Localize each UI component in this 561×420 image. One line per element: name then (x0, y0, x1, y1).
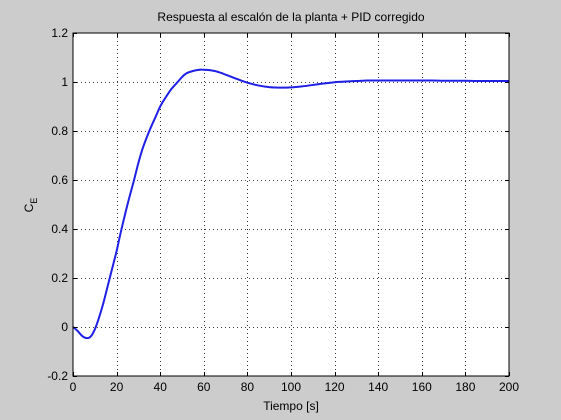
series-group (72, 68, 509, 340)
grid-lines (73, 33, 509, 376)
y-tick-label: -0.2 (47, 369, 68, 383)
y-tick-label: 0.2 (51, 271, 68, 285)
tick-marks (73, 33, 510, 377)
x-tick-label: 140 (368, 380, 388, 394)
plot-axes: 0 20 40 60 80 100 120 140 160 180 200 -0.200.20.40… (47, 26, 519, 394)
x-tick-label: 100 (281, 380, 301, 394)
x-tick-label: 120 (325, 380, 345, 394)
y-axis-label-main: C (22, 203, 36, 212)
x-tick-label: 40 (154, 380, 168, 394)
x-axis-label: Tiempo [s] (263, 399, 319, 413)
y-tick-labels: -0.2 0 0.2 0.4 0.6 0.8 1 1.2 (47, 26, 68, 383)
x-tick-label: 60 (197, 380, 211, 394)
chart-title: Respuesta al escalón de la planta + PID … (157, 10, 424, 24)
y-tick-label: 0.6 (51, 173, 68, 187)
x-tick-label: 160 (412, 380, 432, 394)
y-tick-label: 0.4 (51, 222, 68, 236)
x-tick-label: 200 (499, 380, 519, 394)
x-tick-label: 0 (70, 380, 77, 394)
y-tick-label: 0 (61, 320, 68, 334)
x-tick-label: 180 (455, 380, 475, 394)
x-tick-label: 20 (110, 380, 124, 394)
y-axis-label: CE (22, 198, 39, 213)
y-tick-label: 1.2 (51, 26, 68, 40)
y-tick-label: 1 (61, 75, 68, 89)
y-axis-label-subscript: E (29, 198, 39, 204)
svg-text:CE: CE (22, 198, 39, 213)
x-tick-labels: 0 20 40 60 80 100 120 140 160 180 200 (70, 380, 520, 394)
y-tick-label: 0.8 (51, 124, 68, 138)
x-tick-label: 80 (241, 380, 255, 394)
axes-background (73, 33, 509, 376)
series-line-0 (72, 68, 509, 340)
